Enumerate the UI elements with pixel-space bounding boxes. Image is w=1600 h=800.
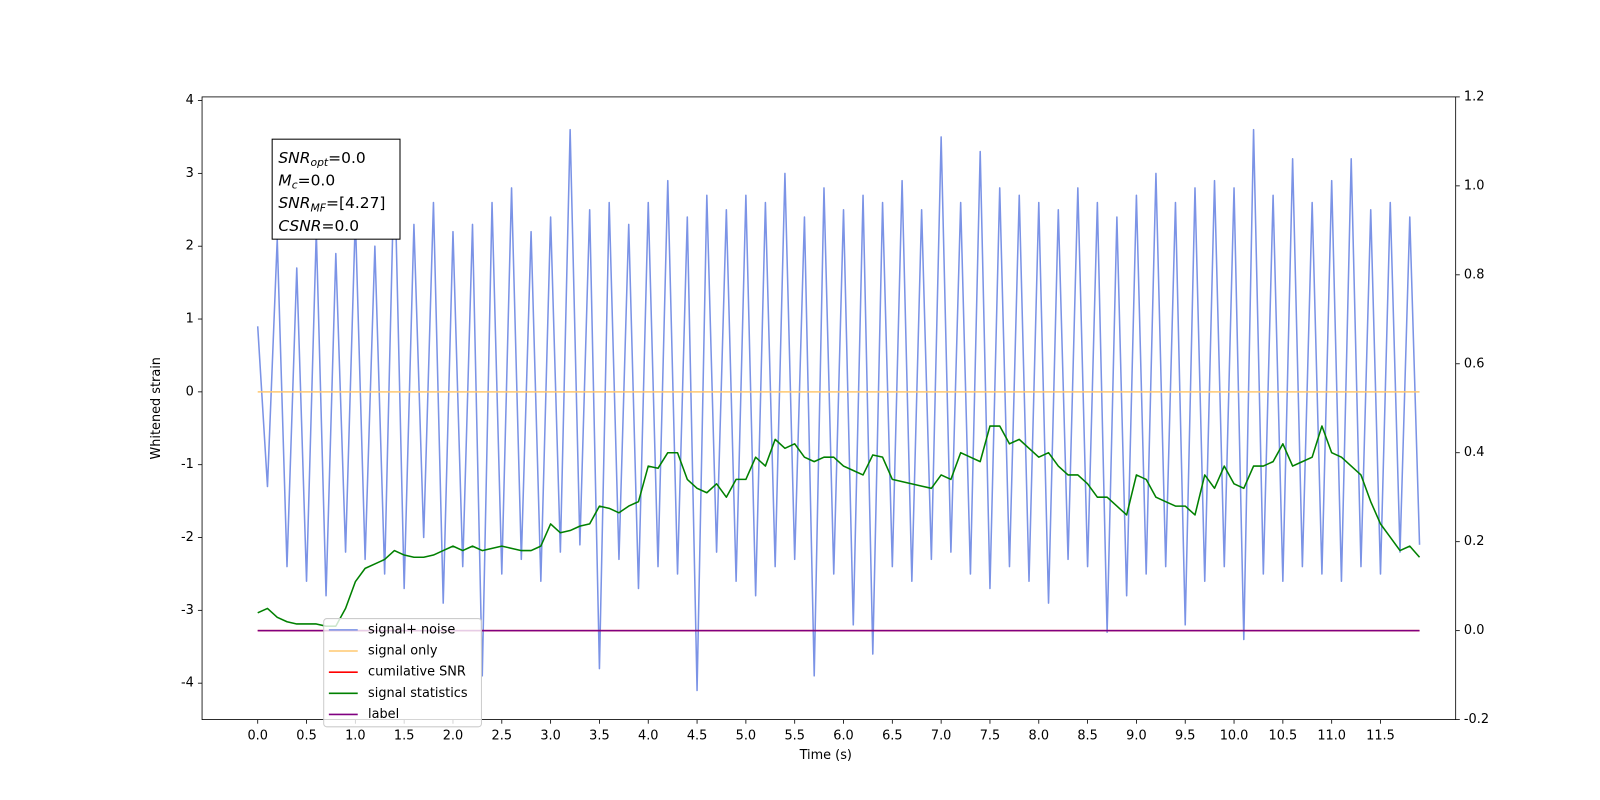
legend-label: signal statistics bbox=[368, 686, 468, 701]
legend-label: signal only bbox=[368, 644, 438, 659]
x-tick-label: 9.0 bbox=[1126, 729, 1146, 744]
x-tick-label: 11.5 bbox=[1366, 729, 1395, 744]
x-tick-label: 11.0 bbox=[1317, 729, 1346, 744]
x-tick-label: 5.0 bbox=[736, 729, 756, 744]
annotation-line: Mc=0.0 bbox=[278, 172, 335, 192]
y-axis-label: Whitened strain bbox=[149, 357, 164, 459]
y-tick-label: -4 bbox=[181, 676, 194, 691]
x-tick-label: 0.0 bbox=[247, 729, 267, 744]
y-tick-label: 1 bbox=[186, 312, 194, 327]
annotation-value: =[4.27] bbox=[326, 194, 385, 212]
annotation-symbol: CSNR bbox=[278, 217, 321, 235]
y-tick-label: 3 bbox=[186, 166, 194, 181]
x-tick-label: 7.0 bbox=[931, 729, 951, 744]
series-line bbox=[257, 425, 1421, 627]
y2-tick-label: 1.2 bbox=[1464, 89, 1484, 104]
annotation-line: SNRMF=[4.27] bbox=[278, 194, 385, 214]
x-tick-label: 1.5 bbox=[394, 729, 414, 744]
annotation-line: SNRopt=0.0 bbox=[278, 149, 365, 169]
x-tick-label: 3.5 bbox=[589, 729, 609, 744]
x-axis-label: Time (s) bbox=[799, 748, 852, 763]
y-tick-label: -3 bbox=[181, 603, 194, 618]
x-tick-label: 10.0 bbox=[1220, 729, 1249, 744]
x-tick-label: 4.5 bbox=[687, 729, 707, 744]
annotation-value: =0.0 bbox=[322, 217, 360, 235]
legend-frame bbox=[323, 618, 482, 728]
y2-tick-label: 1.0 bbox=[1464, 178, 1484, 193]
x-tick-label: 7.5 bbox=[980, 729, 1000, 744]
annotation-symbol: M bbox=[278, 172, 291, 190]
annotation-subscript: c bbox=[292, 179, 298, 192]
x-tick-label: 3.0 bbox=[540, 729, 560, 744]
y-tick-label: 2 bbox=[186, 239, 194, 254]
x-tick-label: 0.5 bbox=[296, 729, 316, 744]
legend: signal+ noise signal only cumilative SNR si… bbox=[323, 618, 482, 728]
x-tick-label: 5.5 bbox=[784, 729, 804, 744]
annotation-symbol: SNR bbox=[278, 194, 310, 212]
y2-tick-label: -0.2 bbox=[1464, 712, 1489, 727]
annotation-frame bbox=[271, 138, 401, 240]
x-tick-label: 9.5 bbox=[1175, 729, 1195, 744]
annotation-subscript: MF bbox=[310, 201, 326, 214]
y2-tick-label: 0.8 bbox=[1464, 267, 1484, 282]
y-tick-label: -2 bbox=[181, 530, 194, 545]
annotation-value: =0.0 bbox=[328, 149, 366, 167]
y2-tick-label: 0.4 bbox=[1464, 445, 1484, 460]
x-tick-label: 6.0 bbox=[833, 729, 853, 744]
annotation-line: CSNR=0.0 bbox=[278, 217, 359, 235]
legend-label: signal+ noise bbox=[368, 622, 455, 637]
x-tick-label: 8.0 bbox=[1029, 729, 1049, 744]
x-tick-label: 10.5 bbox=[1269, 729, 1298, 744]
annotation-subscript: opt bbox=[310, 156, 328, 169]
legend-label: cumilative SNR bbox=[368, 665, 466, 680]
plot-frame bbox=[201, 96, 1457, 720]
series-line bbox=[256, 128, 1421, 692]
x-tick-label: 8.5 bbox=[1077, 729, 1097, 744]
y-tick-label: 4 bbox=[186, 93, 194, 108]
x-tick-label: 4.0 bbox=[638, 729, 658, 744]
y-tick-label: 0 bbox=[186, 384, 194, 399]
y2-tick-label: 0.6 bbox=[1464, 356, 1484, 371]
x-tick-label: 2.5 bbox=[492, 729, 512, 744]
annotation-symbol: SNR bbox=[278, 149, 310, 167]
x-tick-label: 1.0 bbox=[345, 729, 365, 744]
x-tick-label: 6.5 bbox=[882, 729, 902, 744]
x-tick-label: 2.0 bbox=[443, 729, 463, 744]
legend-label: label bbox=[368, 707, 399, 722]
y2-tick-label: 0.2 bbox=[1464, 534, 1484, 549]
y-tick-label: -1 bbox=[181, 457, 194, 472]
y2-tick-label: 0.0 bbox=[1464, 623, 1484, 638]
annotation-value: =0.0 bbox=[298, 172, 336, 190]
